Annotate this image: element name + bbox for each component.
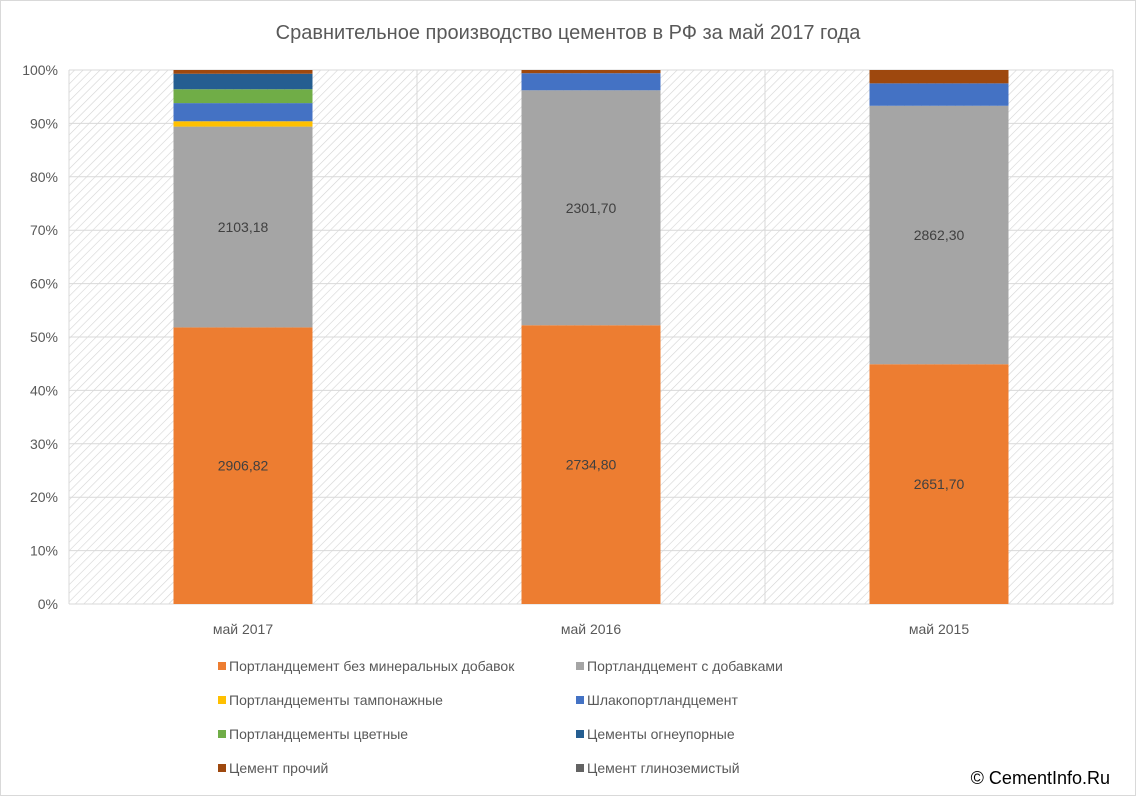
bar-segment <box>521 70 661 74</box>
legend-swatch <box>576 696 584 704</box>
bar-segment <box>173 126 313 328</box>
data-label: 2862,30 <box>914 227 965 243</box>
legend-label: Портландцементы тампонажные <box>229 692 443 708</box>
category-label: май 2015 <box>909 621 969 637</box>
legend-swatch <box>576 764 584 772</box>
bars <box>173 70 1009 604</box>
bar-segment <box>869 364 1009 604</box>
legend-swatch <box>218 696 226 704</box>
legend: Портландцемент без минеральных добавок По… <box>218 658 783 776</box>
legend-swatch <box>218 662 226 670</box>
y-tick-label: 80% <box>30 169 58 185</box>
bar-segment <box>521 325 661 604</box>
legend-swatch <box>576 662 584 670</box>
legend-label: Портландцемент с добавками <box>587 658 783 674</box>
data-label: 2906,82 <box>218 458 269 474</box>
legend-label: Цемент глиноземистый <box>587 760 740 776</box>
y-tick-label: 50% <box>30 329 58 345</box>
copyright-text: © CementInfo.Ru <box>971 768 1110 788</box>
chart-title: Сравнительное производство цементов в РФ… <box>276 22 862 44</box>
bar-segment <box>869 83 1009 106</box>
bar-segment <box>173 70 313 74</box>
bar-segment <box>173 89 313 104</box>
y-tick-label: 40% <box>30 382 58 398</box>
legend-label: Шлакопортландцемент <box>587 692 738 708</box>
data-labels: 2906,82 2103,18 2734,80 2301,70 2651,70 2862,… <box>218 200 965 492</box>
y-axis-ticks: 0% 10% 20% 30% 40% 50% 60% 70% 80% 90% 100% <box>22 62 58 612</box>
y-tick-label: 100% <box>22 62 58 78</box>
bar-segment <box>173 73 313 90</box>
bar-segment <box>173 121 313 127</box>
data-label: 2734,80 <box>566 457 617 473</box>
legend-label: Портландцементы цветные <box>229 726 408 742</box>
legend-swatch <box>218 730 226 738</box>
x-axis-categories: май 2017 май 2016 май 2015 <box>213 621 969 637</box>
legend-label: Цементы огнеупорные <box>587 726 735 742</box>
bar-segment <box>521 73 661 91</box>
data-label: 2301,70 <box>566 200 617 216</box>
y-tick-label: 70% <box>30 222 58 238</box>
legend-swatch <box>576 730 584 738</box>
category-label: май 2016 <box>561 621 621 637</box>
y-tick-label: 20% <box>30 489 58 505</box>
bar-segment <box>521 90 661 326</box>
y-tick-label: 90% <box>30 115 58 131</box>
legend-swatch <box>218 764 226 772</box>
y-tick-label: 0% <box>38 596 58 612</box>
bar-segment <box>173 103 313 122</box>
y-tick-label: 30% <box>30 436 58 452</box>
y-tick-label: 10% <box>30 543 58 559</box>
legend-label: Портландцемент без минеральных добавок <box>229 658 515 674</box>
data-label: 2651,70 <box>914 476 965 492</box>
bar-segment <box>869 105 1009 365</box>
y-tick-label: 60% <box>30 276 58 292</box>
legend-label: Цемент прочий <box>229 760 328 776</box>
bar-segment <box>869 70 1009 84</box>
category-label: май 2017 <box>213 621 273 637</box>
data-label: 2103,18 <box>218 219 269 235</box>
bar-segment <box>173 327 313 604</box>
